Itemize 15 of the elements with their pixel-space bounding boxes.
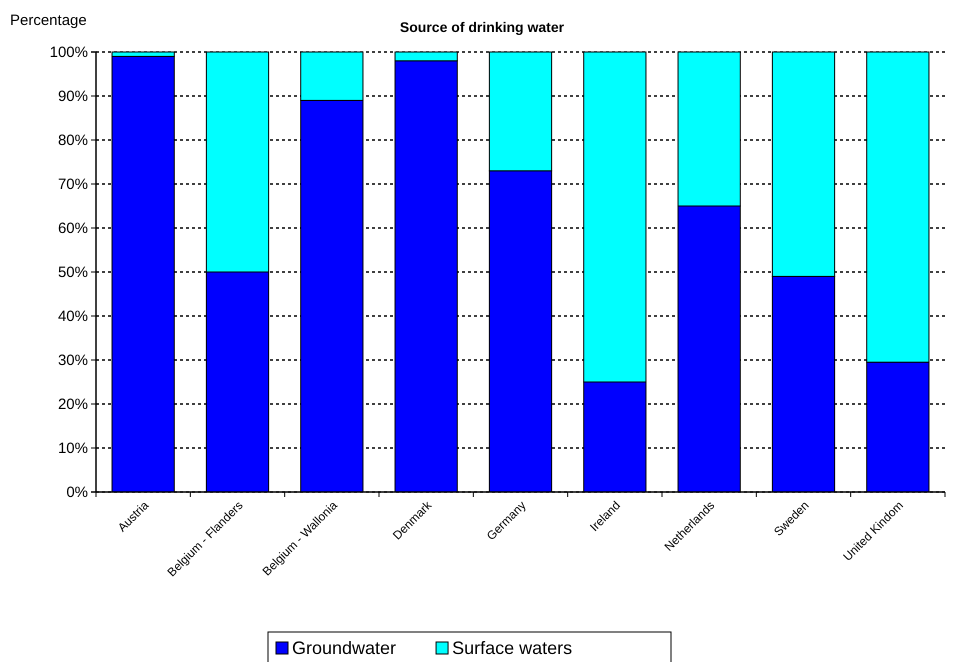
legend-label: Groundwater [292,638,396,658]
y-tick-label: 60% [58,220,88,237]
y-tick-label: 100% [50,44,88,61]
y-tick-label: 0% [66,484,88,501]
y-tick-label: 90% [58,88,88,105]
y-tick-label: 20% [58,396,88,413]
y-tick-label: 40% [58,308,88,325]
y-tick-label: 70% [58,176,88,193]
y-tick-label: 10% [58,440,88,457]
y-tick-label: 30% [58,352,88,369]
y-tick-label: 80% [58,132,88,149]
y-tick-label: 50% [58,264,88,281]
legend-label: Surface waters [452,638,572,658]
y-axis-title: Percentage [10,12,87,29]
chart-title: Source of drinking water [400,19,565,35]
